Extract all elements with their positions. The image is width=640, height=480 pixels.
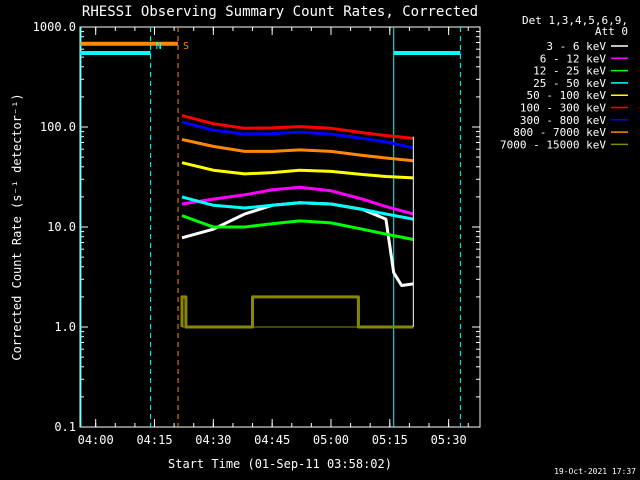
- x-tick-label: 04:00: [78, 433, 114, 447]
- y-tick-label: 10.0: [47, 220, 76, 234]
- series-7000to15000keV-line: [180, 295, 414, 329]
- legend-header-line2: Att 0: [595, 25, 628, 38]
- legend-item-label: 50 - 100 keV: [527, 89, 607, 102]
- plot-frame: [79, 26, 481, 428]
- legend-item-label: 7000 - 15000 keV: [500, 138, 606, 151]
- chart-title: RHESSI Observing Summary Count Rates, Co…: [82, 4, 478, 20]
- series-3to6keV-line: [181, 201, 414, 287]
- legend-item-label: 100 - 300 keV: [520, 102, 606, 115]
- series-25to50keV-line: [181, 195, 414, 221]
- legend-item-label: 3 - 6 keV: [546, 40, 606, 53]
- series-12to25keV-line: [181, 214, 414, 241]
- x-tick-label: 04:15: [136, 433, 172, 447]
- series-6to12keV-line: [181, 185, 414, 216]
- series-300to800keV-line: [181, 120, 414, 150]
- x-tick-label: 05:15: [372, 433, 408, 447]
- x-tick-label: 04:30: [195, 433, 231, 447]
- x-tick-label: 05:00: [313, 433, 349, 447]
- y-tick-label: 100.0: [40, 120, 76, 134]
- y-axis-label: Corrected Count Rate (s⁻¹ detector⁻¹): [10, 93, 24, 360]
- x-axis-label: Start Time (01-Sep-11 03:58:02): [168, 457, 392, 471]
- state-marker-label: S: [183, 41, 189, 52]
- x-axis: 04:00 04:15 04:30 04:45 05:00 05:15 05:30: [78, 27, 469, 447]
- legend-item-label: 800 - 7000 keV: [513, 126, 606, 139]
- y-tick-label: 1000.0: [33, 20, 76, 34]
- y-axis: 0.1 1.0 10.0 100.0 1000.0: [33, 20, 480, 434]
- series-100to300keV-line: [181, 114, 414, 140]
- legend-header-line1: Det 1,3,4,5,6,9,: [522, 14, 628, 27]
- y-tick-label: 0.1: [54, 420, 76, 434]
- x-tick-label: 04:45: [254, 433, 290, 447]
- timestamp: 19-Oct-2021 17:37: [554, 467, 636, 476]
- x-tick-label: 05:30: [431, 433, 467, 447]
- legend-item-label: 12 - 25 keV: [533, 65, 606, 78]
- legend-item-label: 6 - 12 keV: [540, 52, 607, 65]
- y-tick-label: 1.0: [54, 320, 76, 334]
- series-layer: [180, 114, 414, 329]
- legend-item-label: 25 - 50 keV: [533, 77, 606, 90]
- series-800to7000keV-line: [181, 138, 414, 163]
- series-50to100keV-line: [181, 161, 414, 180]
- state-marker-label: N: [156, 41, 162, 52]
- legend-item-label: 300 - 800 keV: [520, 114, 606, 127]
